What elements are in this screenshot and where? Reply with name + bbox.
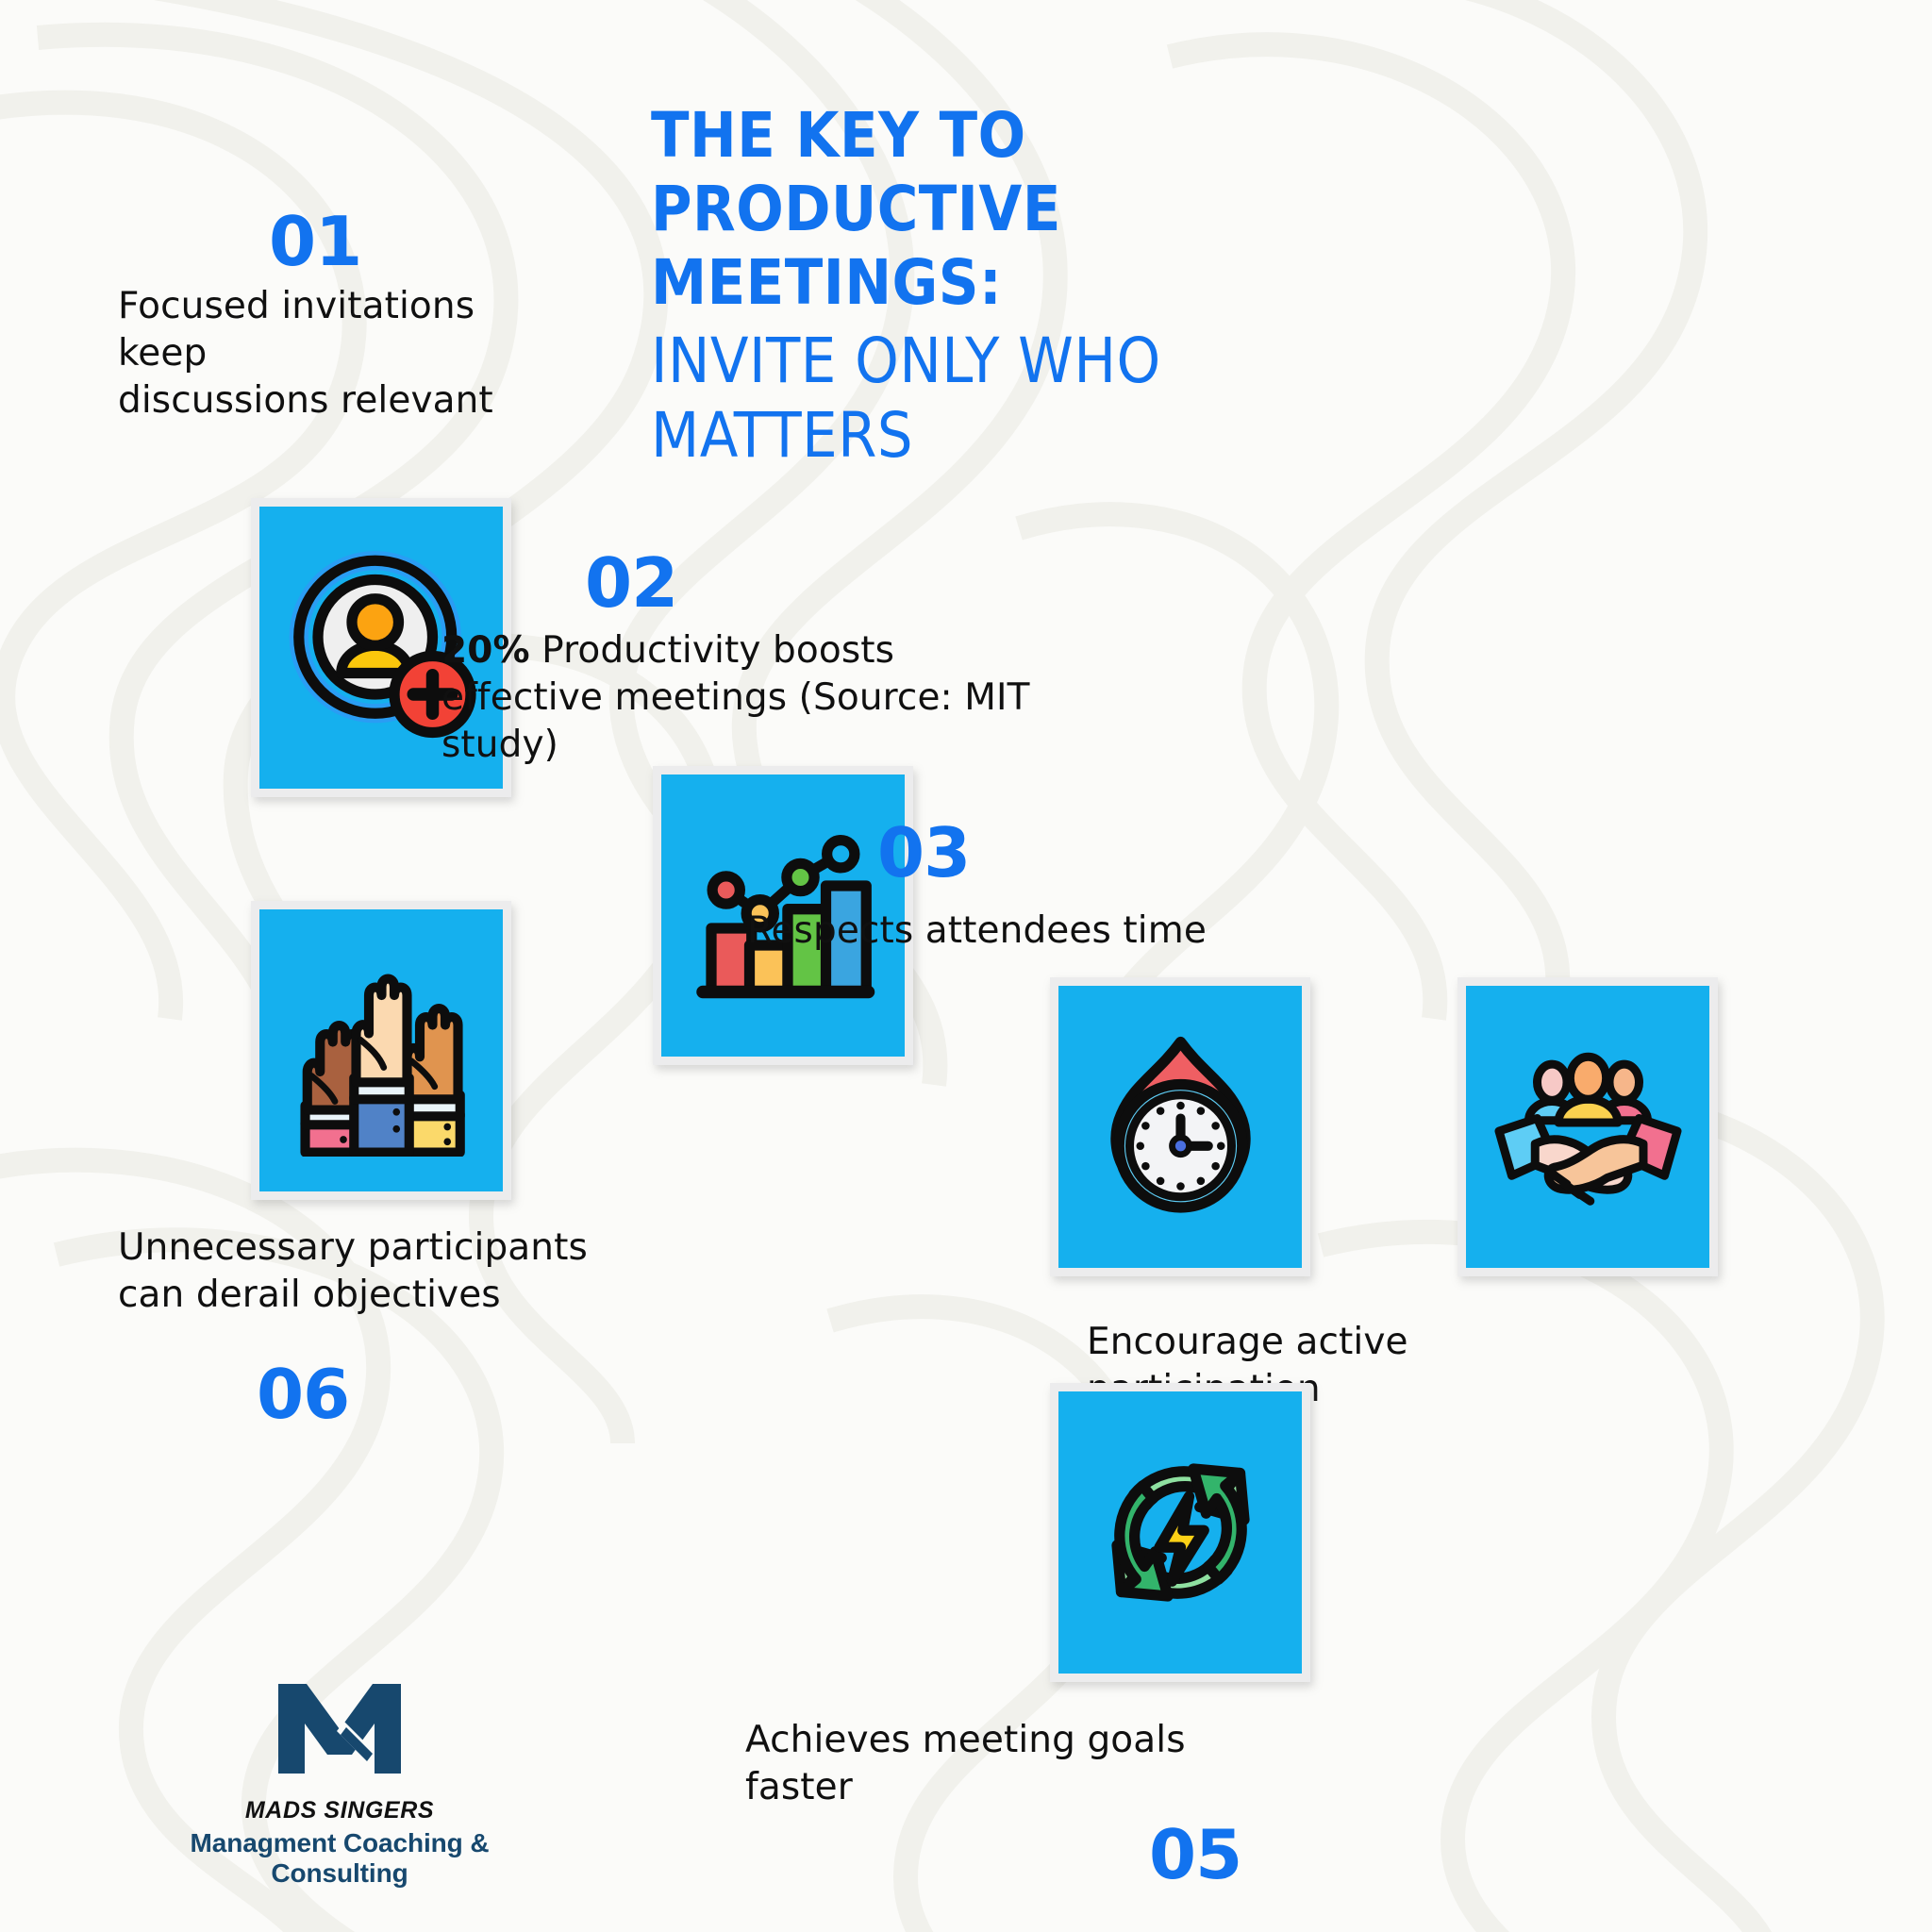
item-caption-02: 20% Productivity boosts effective meetin… (441, 627, 1083, 769)
item-caption-03: Respects attendees time (747, 908, 1275, 955)
item-caption-05-line-2: faster (745, 1765, 853, 1808)
logo-m-mark (278, 1684, 401, 1774)
logo-brand-name: MADS SINGERS (244, 1797, 435, 1824)
clock-flame-icon (1109, 1036, 1251, 1213)
item-caption-02-rest: Productivity boosts (529, 629, 895, 672)
item-caption-02-line-2: effective meetings (Source: MIT study) (441, 675, 1030, 766)
item-caption-04-line-1: Encourage active (1087, 1321, 1408, 1363)
item-caption-05-line-1: Achieves meeting goals (745, 1719, 1186, 1761)
icon-tile-clock[interactable] (1050, 977, 1310, 1276)
handshake-team-icon (1494, 1052, 1681, 1206)
logo-tagline: Managment Coaching & Consulting (190, 1828, 490, 1888)
title-line-2: MEETINGS: (651, 245, 1003, 319)
item-caption-06-line-1: Unnecessary participants (118, 1226, 588, 1269)
item-number-02: 02 (585, 543, 678, 623)
item-number-03: 03 (877, 813, 971, 892)
title-line-1: THE KEY TO PRODUCTIVE (651, 99, 1061, 245)
item-caption-01: Focused invitations keep discussions rel… (118, 283, 561, 425)
energy-cycle-icon (1110, 1463, 1250, 1602)
item-caption-06-line-2: can derail objectives (118, 1273, 501, 1316)
item-number-01: 01 (269, 202, 362, 281)
item-stat-20-percent: 20% (441, 629, 530, 672)
item-caption-03-line-1: Respects attendees time (747, 909, 1207, 952)
page-subtitle: INVITE ONLY WHO MATTERS (651, 324, 1161, 472)
item-caption-02-line-1: 20% Productivity boosts (441, 627, 1083, 675)
page-title: THE KEY TO PRODUCTIVE MEETINGS: INVITE O… (651, 99, 1424, 473)
icon-tile-handshake[interactable] (1457, 977, 1718, 1276)
icon-tile-energy-cycle[interactable] (1050, 1383, 1310, 1682)
item-caption-06: Unnecessary participants can derail obje… (118, 1224, 608, 1319)
item-caption-01-line-1: Focused invitations keep (118, 285, 475, 375)
item-caption-01-line-2: discussions relevant (118, 378, 493, 422)
item-number-06: 06 (257, 1355, 350, 1434)
raised-hands-icon (299, 974, 465, 1157)
item-caption-05: Achieves meeting goals faster (745, 1717, 1189, 1811)
item-number-05: 05 (1149, 1815, 1242, 1894)
brand-logo: MADS SINGERS Managment Coaching & Consul… (123, 1674, 557, 1889)
icon-tile-raised-hands[interactable] (251, 901, 511, 1200)
